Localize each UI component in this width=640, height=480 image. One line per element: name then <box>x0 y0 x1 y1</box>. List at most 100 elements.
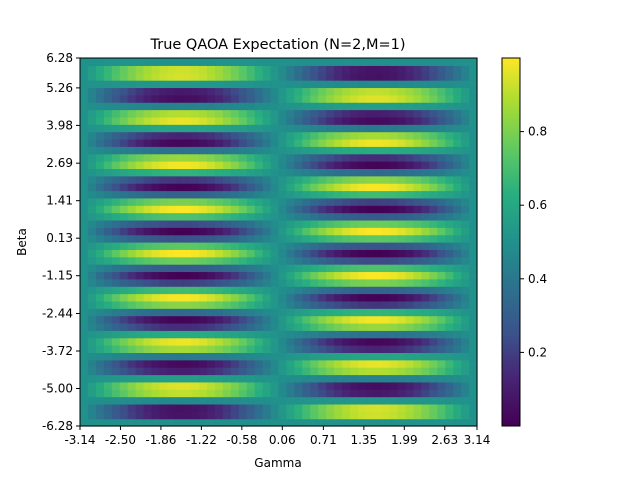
heatmap-cell <box>246 389 256 398</box>
heatmap-cell <box>461 80 470 89</box>
heatmap-cell <box>207 271 216 280</box>
heatmap-cell <box>119 138 129 147</box>
heatmap-cell <box>357 374 367 383</box>
heatmap-cell <box>318 72 327 81</box>
heatmap-cell <box>270 322 280 331</box>
heatmap-cell <box>389 308 399 317</box>
heatmap-cell <box>365 300 375 309</box>
heatmap-cell <box>191 315 200 324</box>
heatmap-cell <box>222 286 232 295</box>
heatmap-cell <box>286 109 295 118</box>
heatmap-cell <box>80 403 89 412</box>
heatmap-cell <box>127 271 137 280</box>
heatmap-cell <box>397 264 407 273</box>
heatmap-cell <box>254 138 264 147</box>
heatmap-cell <box>103 396 113 405</box>
heatmap-cell <box>246 322 256 331</box>
heatmap-cell <box>80 124 89 133</box>
heatmap-cell <box>421 197 430 206</box>
heatmap-cell <box>373 337 383 346</box>
heatmap-cell <box>80 131 89 140</box>
heatmap-cell <box>183 322 192 331</box>
heatmap-cell <box>445 124 454 133</box>
heatmap-cell <box>262 418 272 427</box>
heatmap-cell <box>95 249 105 258</box>
heatmap-cell <box>357 124 367 133</box>
heatmap-cell <box>318 249 327 258</box>
heatmap-cell <box>230 146 240 155</box>
heatmap-cell <box>318 271 327 280</box>
heatmap-cell <box>254 381 264 390</box>
heatmap-cell <box>246 205 256 214</box>
heatmap-cell <box>453 72 462 81</box>
heatmap-cell <box>373 102 383 111</box>
heatmap-cell <box>135 234 145 243</box>
heatmap-cell <box>238 109 248 118</box>
heatmap-cell <box>191 190 200 199</box>
heatmap-cell <box>357 249 367 258</box>
heatmap-cell <box>469 330 478 339</box>
heatmap-cell <box>381 293 391 302</box>
heatmap-cell <box>349 183 359 192</box>
heatmap-cell <box>429 190 438 199</box>
heatmap-cell <box>334 345 343 353</box>
heatmap-cell <box>151 278 160 287</box>
heatmap-cell <box>175 94 184 103</box>
heatmap-cell <box>453 411 462 420</box>
heatmap-cell <box>365 124 375 133</box>
heatmap-cell <box>87 190 97 199</box>
heatmap-cell <box>302 190 311 199</box>
heatmap-cell <box>119 352 129 361</box>
heatmap-cell <box>175 396 184 405</box>
heatmap-cell <box>405 330 415 339</box>
heatmap-cell <box>294 227 303 236</box>
heatmap-cell <box>461 286 470 295</box>
heatmap-cell <box>294 58 303 66</box>
heatmap-cell <box>389 300 399 309</box>
heatmap-cell <box>294 65 303 74</box>
heatmap-cell <box>262 212 272 221</box>
heatmap-cell <box>143 116 153 125</box>
heatmap-cell <box>413 403 423 412</box>
heatmap-cell <box>469 322 478 331</box>
heatmap-cell <box>445 175 454 184</box>
heatmap-cell <box>310 300 319 309</box>
heatmap-cell <box>159 411 168 420</box>
heatmap-cell <box>453 161 462 169</box>
heatmap-cell <box>230 278 240 287</box>
heatmap-cell <box>342 219 351 228</box>
heatmap-cell <box>95 352 105 361</box>
heatmap-cell <box>80 322 89 331</box>
heatmap-cell <box>310 381 319 390</box>
heatmap-cell <box>103 264 113 273</box>
heatmap-cell <box>397 190 407 199</box>
heatmap-cell <box>318 374 327 383</box>
heatmap-cell <box>103 359 113 368</box>
heatmap-cell <box>373 381 383 390</box>
heatmap-cell <box>286 168 295 177</box>
heatmap-cell <box>357 242 367 250</box>
heatmap-cell <box>310 293 319 302</box>
heatmap-cell <box>175 168 184 177</box>
heatmap-cell <box>135 197 145 206</box>
heatmap-cell <box>342 389 351 398</box>
heatmap-cell <box>127 264 137 273</box>
heatmap-cell <box>214 308 224 317</box>
heatmap-cell <box>365 381 375 390</box>
heatmap-cell <box>461 418 470 427</box>
heatmap-cell <box>469 168 478 177</box>
heatmap-cell <box>294 315 303 324</box>
heatmap-cell <box>111 300 121 309</box>
heatmap-cell <box>143 175 153 184</box>
heatmap-cell <box>246 65 256 74</box>
heatmap-cell <box>151 65 160 74</box>
heatmap-cell <box>262 411 272 420</box>
heatmap-cell <box>318 234 327 243</box>
heatmap-cell <box>111 389 121 398</box>
heatmap-cells <box>80 58 478 427</box>
heatmap-cell <box>278 308 288 317</box>
heatmap-cell <box>389 102 399 111</box>
heatmap-cell <box>286 183 295 192</box>
heatmap-cell <box>326 300 335 309</box>
heatmap-cell <box>214 153 224 162</box>
